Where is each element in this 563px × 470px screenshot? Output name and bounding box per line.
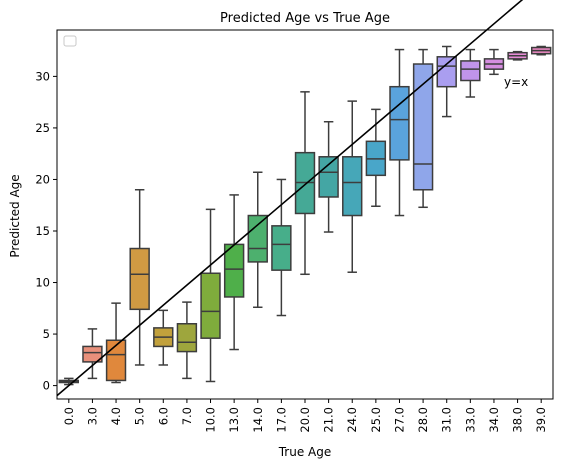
box-39.0 bbox=[532, 46, 551, 54]
box-iqr bbox=[225, 244, 244, 297]
x-tick-label: 21.0 bbox=[322, 407, 336, 433]
y-tick-label: 25 bbox=[35, 121, 50, 135]
box-14.0 bbox=[248, 172, 267, 307]
x-axis-label: True Age bbox=[278, 445, 332, 459]
x-tick-label: 10.0 bbox=[204, 407, 218, 433]
x-tick-label: 6.0 bbox=[156, 407, 170, 425]
box-34.0 bbox=[485, 50, 504, 75]
x-tick-label: 17.0 bbox=[274, 407, 288, 433]
y-tick-label: 15 bbox=[35, 224, 50, 238]
x-tick-label: 7.0 bbox=[180, 407, 194, 425]
box-13.0 bbox=[225, 195, 244, 350]
y-tick-label: 20 bbox=[35, 172, 50, 186]
x-tick-label: 33.0 bbox=[463, 407, 477, 433]
box-iqr bbox=[201, 273, 220, 338]
box-iqr bbox=[177, 324, 196, 352]
y-tick-label: 30 bbox=[35, 69, 50, 83]
box-iqr bbox=[437, 57, 456, 87]
x-tick-label: 25.0 bbox=[369, 407, 383, 433]
x-tick-label: 3.0 bbox=[85, 407, 99, 425]
x-tick-label: 31.0 bbox=[440, 407, 454, 433]
box-21.0 bbox=[319, 122, 338, 232]
box-iqr bbox=[130, 249, 149, 310]
box-24.0 bbox=[343, 101, 362, 272]
box-5.0 bbox=[130, 190, 149, 365]
box-iqr bbox=[248, 216, 267, 262]
chart-title: Predicted Age vs True Age bbox=[220, 11, 390, 26]
box-27.0 bbox=[390, 50, 409, 216]
legend-box bbox=[64, 36, 76, 46]
box-28.0 bbox=[414, 50, 433, 208]
plot-area: y=x 0 5 10 15 20 25 30 0.0 3.0 4.0 5.0 6.0 7.0 10.0 13.… bbox=[35, 0, 553, 433]
x-tick-label: 5.0 bbox=[133, 407, 147, 425]
x-tick-label: 39.0 bbox=[534, 407, 548, 433]
x-tick-label: 28.0 bbox=[416, 407, 430, 433]
y-tick-label: 10 bbox=[35, 276, 50, 290]
reference-line-label: y=x bbox=[504, 75, 528, 89]
y-tick-label: 0 bbox=[43, 379, 50, 393]
x-tick-label: 24.0 bbox=[345, 407, 359, 433]
y-tick-label: 5 bbox=[43, 327, 50, 341]
x-tick-label: 4.0 bbox=[109, 407, 123, 425]
x-tick-label: 34.0 bbox=[487, 407, 501, 433]
y-axis-label: Predicted Age bbox=[8, 174, 22, 257]
x-tick-label: 0.0 bbox=[62, 407, 76, 425]
box-4.0 bbox=[107, 303, 126, 382]
box-6.0 bbox=[154, 310, 173, 365]
x-tick-label: 14.0 bbox=[251, 407, 265, 433]
box-20.0 bbox=[296, 92, 315, 274]
box-iqr bbox=[343, 157, 362, 216]
x-tick-label: 38.0 bbox=[511, 407, 525, 433]
box-iqr bbox=[414, 64, 433, 190]
x-tick-label: 20.0 bbox=[298, 407, 312, 433]
box-7.0 bbox=[177, 302, 196, 378]
box-31.0 bbox=[437, 46, 456, 116]
box-iqr bbox=[461, 61, 480, 81]
x-tick-label: 27.0 bbox=[392, 407, 406, 433]
x-tick-label: 13.0 bbox=[227, 407, 241, 433]
box-10.0 bbox=[201, 209, 220, 381]
box-38.0 bbox=[508, 52, 527, 60]
box-iqr bbox=[319, 157, 338, 197]
box-33.0 bbox=[461, 50, 480, 97]
box-iqr bbox=[272, 226, 291, 270]
